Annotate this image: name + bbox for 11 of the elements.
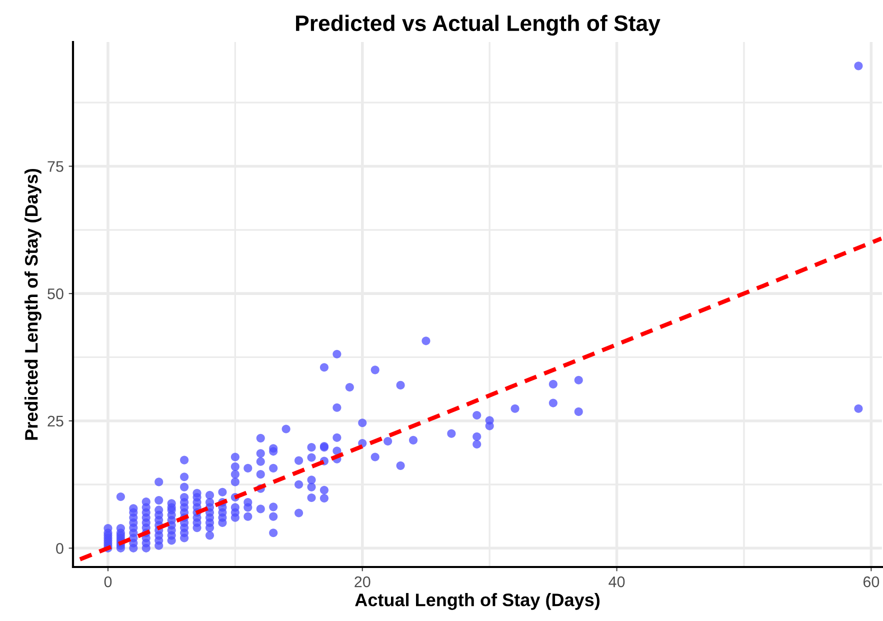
x-tick-label: 0 — [104, 576, 112, 588]
y-tick-label: 50 — [48, 288, 64, 300]
y-tick-label: 75 — [48, 161, 64, 172]
x-tick-label: 60 — [863, 576, 880, 588]
chart-title: Predicted vs Actual Length of Stay — [296, 14, 660, 36]
y-tick-label: 0 — [56, 543, 64, 554]
y-tick-label: 25 — [48, 416, 64, 427]
x-tick-label: 20 — [354, 576, 370, 588]
y-axis-title: Predicted Length of Stay (Days) — [24, 168, 42, 440]
x-tick-label: 40 — [608, 576, 625, 588]
x-axis-title: Actual Length of Stay (Days) — [355, 593, 600, 610]
